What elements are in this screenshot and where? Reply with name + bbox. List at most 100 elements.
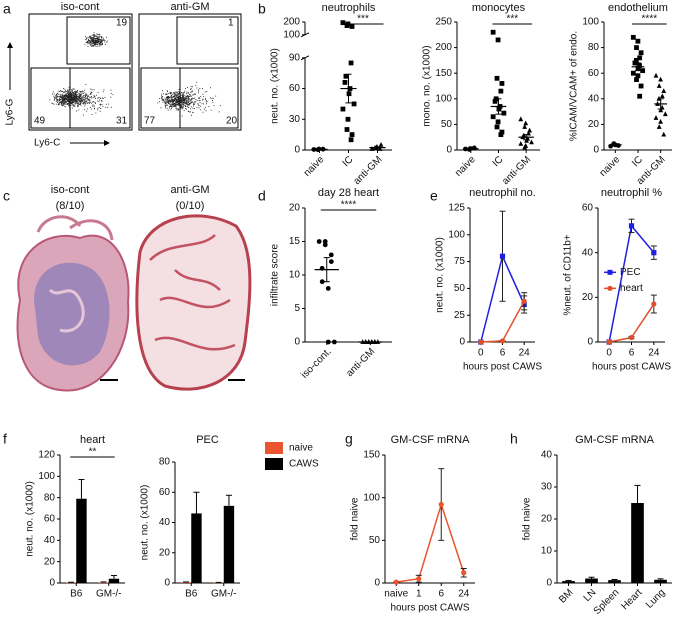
event-dot <box>76 102 77 104</box>
data-point <box>634 45 639 50</box>
y-tick-label: 80 <box>588 42 600 53</box>
event-dot <box>84 109 86 110</box>
data-point <box>637 55 643 61</box>
event-dot <box>77 100 79 102</box>
y-tick-label: 250 <box>435 17 452 28</box>
event-dot <box>58 96 60 97</box>
event-dot <box>169 101 170 103</box>
event-dot <box>92 43 94 45</box>
event-dot <box>55 100 57 102</box>
event-dot <box>70 101 72 103</box>
event-dot <box>75 93 77 95</box>
event-dot <box>178 94 179 96</box>
event-dot <box>57 100 59 101</box>
event-dot <box>66 96 68 98</box>
y-tick-label: 30 <box>541 482 553 493</box>
event-dot <box>93 101 95 102</box>
event-dot <box>166 93 168 95</box>
event-dot <box>194 108 195 109</box>
event-dot <box>195 93 196 95</box>
event-dot <box>179 104 181 106</box>
event-dot <box>103 39 105 41</box>
event-dot <box>84 100 86 102</box>
event-dot <box>176 102 178 104</box>
y-tick-label: 5 <box>294 303 300 314</box>
event-dot <box>95 40 97 42</box>
gate-value: 19 <box>116 18 128 29</box>
event-dot <box>173 101 175 102</box>
y-tick-label: 20 <box>541 514 553 525</box>
event-dot <box>99 111 101 112</box>
event-dot <box>62 97 64 99</box>
event-dot <box>89 96 91 98</box>
event-dot <box>67 98 69 99</box>
event-dot <box>183 92 185 94</box>
event-dot <box>97 39 99 41</box>
event-dot <box>76 97 78 98</box>
event-dot <box>88 40 90 42</box>
significance-label: **** <box>642 14 658 25</box>
x-tick-label: IC <box>341 154 356 169</box>
event-dot <box>63 101 64 103</box>
event-dot <box>174 92 176 94</box>
event-dot <box>170 109 172 111</box>
data-point <box>662 111 668 117</box>
event-dot <box>63 94 65 96</box>
event-dot <box>72 92 74 94</box>
event-dot <box>194 102 196 104</box>
event-dot <box>97 38 99 39</box>
event-dot <box>182 99 184 101</box>
data-point <box>319 279 325 285</box>
event-dot <box>98 100 100 102</box>
data-point <box>635 73 641 79</box>
bar <box>191 513 202 583</box>
legend-label: heart <box>620 283 643 294</box>
histology-ratio: (8/10) <box>56 200 85 212</box>
event-dot <box>73 92 74 94</box>
data-point <box>494 124 500 130</box>
event-dot <box>57 93 59 95</box>
event-dot <box>98 36 100 38</box>
event-dot <box>99 44 101 46</box>
event-dot <box>189 103 191 105</box>
chart-title: endothelium <box>608 2 668 14</box>
event-dot <box>90 40 92 42</box>
data-point <box>328 252 334 258</box>
y-tick-label: 0 <box>593 145 599 156</box>
series-line <box>396 502 465 583</box>
event-dot <box>164 104 166 106</box>
event-dot <box>200 105 202 107</box>
data-point <box>633 58 639 63</box>
event-dot <box>66 94 67 96</box>
event-dot <box>192 98 194 100</box>
event-dot <box>91 41 93 42</box>
event-dot <box>75 91 77 93</box>
event-dot <box>191 101 193 103</box>
event-dot <box>88 41 90 43</box>
event-dot <box>177 103 179 104</box>
event-dot <box>100 108 102 109</box>
event-dot <box>162 99 164 101</box>
event-dot <box>100 39 102 40</box>
event-dot <box>180 95 182 96</box>
gate-value: 31 <box>116 116 128 127</box>
event-dot <box>64 102 66 104</box>
y-tick-label: 20 <box>159 547 171 558</box>
event-dot <box>70 98 72 99</box>
event-dot <box>189 96 190 98</box>
x-tick-label: 24 <box>648 348 660 359</box>
event-dot <box>166 105 168 107</box>
event-dot <box>63 97 64 99</box>
event-dot <box>187 96 189 97</box>
histology-panel: iso-cont (8/10) anti-GM (0/10) <box>16 184 252 392</box>
event-dot <box>184 97 186 99</box>
event-dot <box>60 95 62 97</box>
event-dot <box>60 95 62 97</box>
event-dot <box>177 101 179 103</box>
gate <box>176 16 239 65</box>
event-dot <box>92 39 93 41</box>
event-dot <box>101 36 102 37</box>
event-dot <box>185 106 186 107</box>
y-tick-label: 80 <box>159 457 171 468</box>
event-dot <box>75 96 76 97</box>
